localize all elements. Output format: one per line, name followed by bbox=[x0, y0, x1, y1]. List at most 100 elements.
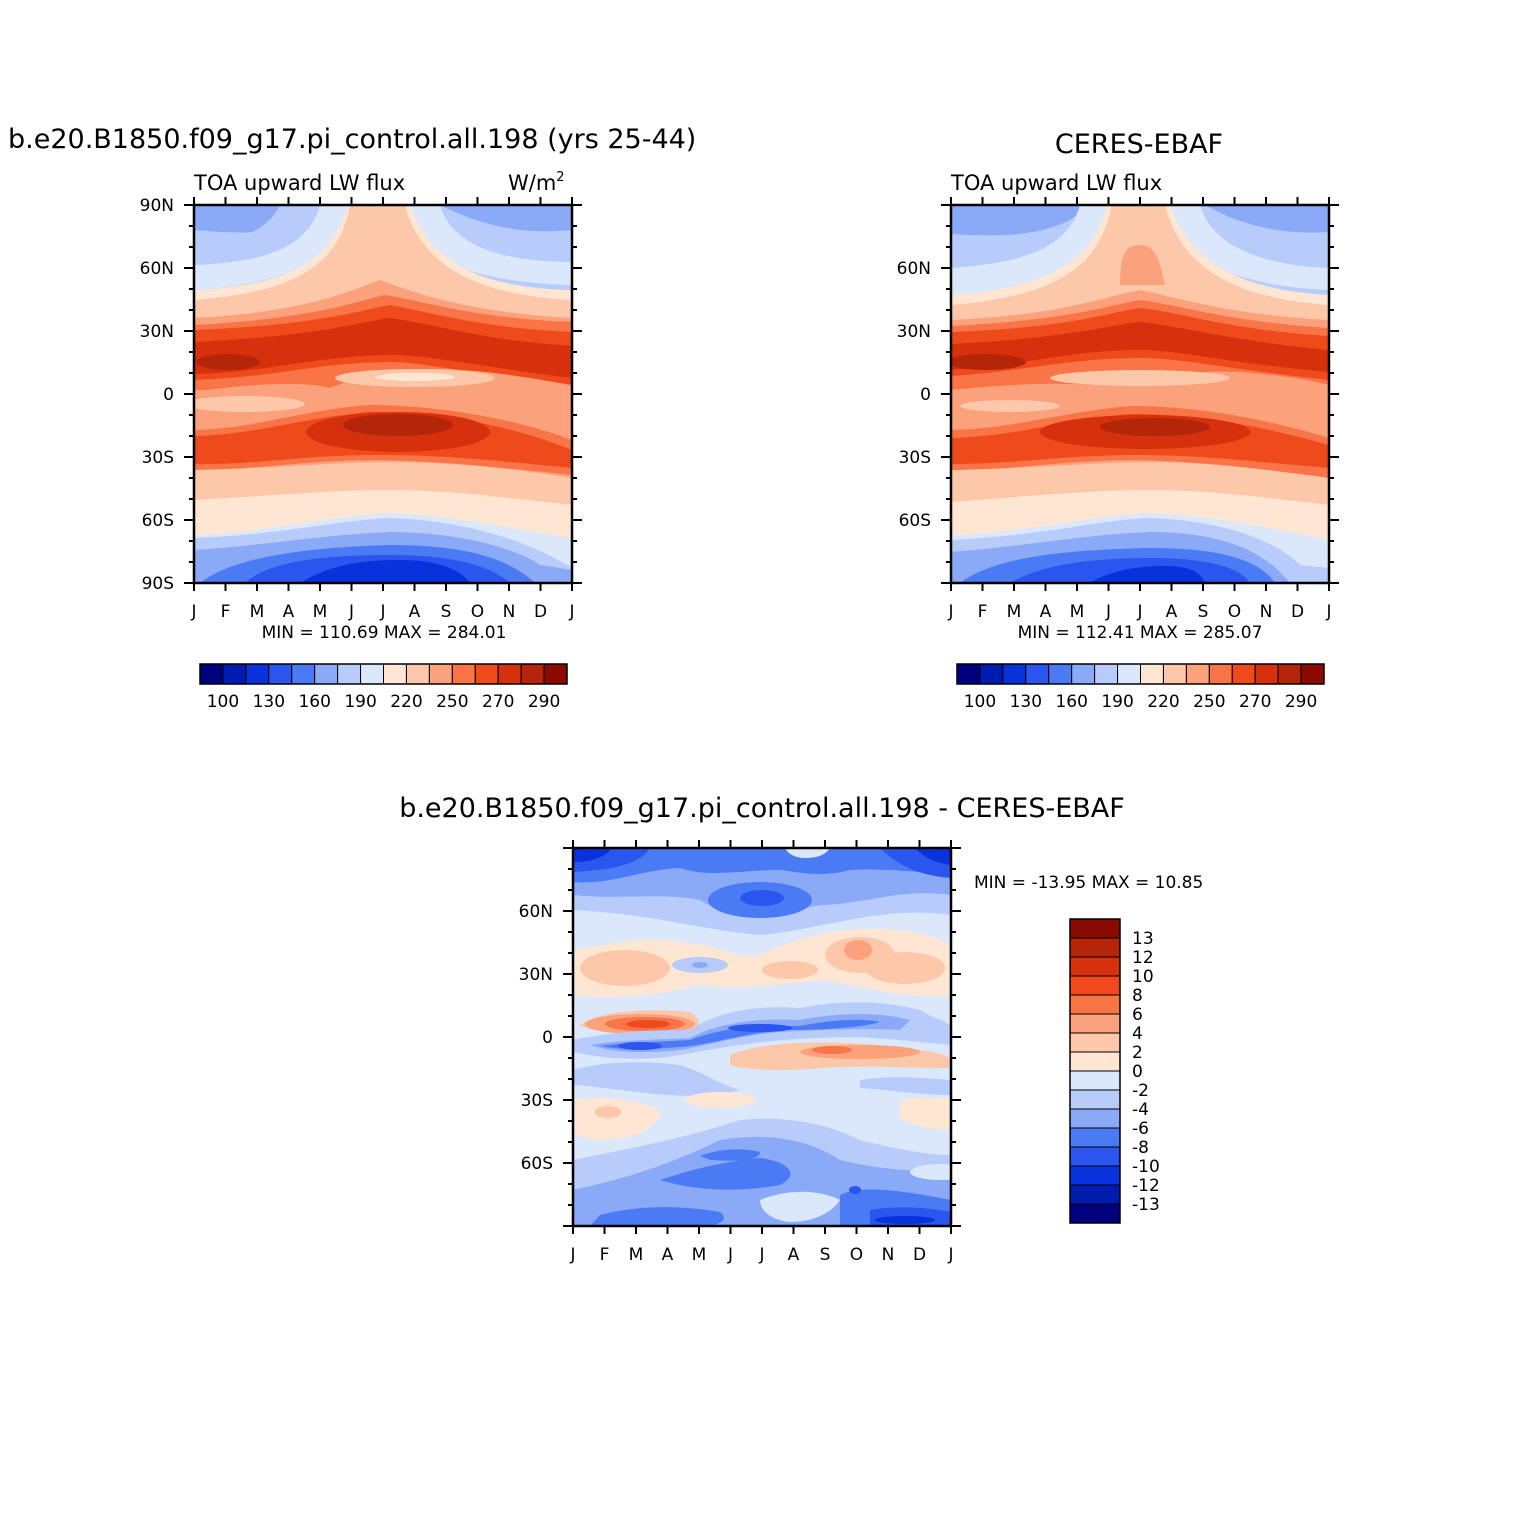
colorbar-swatch bbox=[1069, 1032, 1121, 1053]
colorbar-swatch bbox=[1069, 1146, 1121, 1167]
x-tick-label: J bbox=[1325, 602, 1331, 622]
colorbar-label: -4 bbox=[1132, 1100, 1149, 1120]
x-tick-label: A bbox=[788, 1245, 800, 1265]
x-tick-label: J bbox=[1136, 602, 1142, 622]
x-tick-label: O bbox=[850, 1245, 863, 1265]
colorbar-label: -13 bbox=[1132, 1195, 1160, 1215]
y-tick-label: 0 bbox=[163, 385, 174, 405]
x-tick-label: A bbox=[662, 1245, 674, 1265]
y-tick-label: 90S bbox=[142, 574, 174, 594]
colorbar-swatch bbox=[1069, 1108, 1121, 1129]
x-tick-label: J bbox=[727, 1245, 733, 1265]
colorbar-label: 2 bbox=[1132, 1043, 1143, 1063]
colorbar-swatch bbox=[1277, 663, 1302, 685]
panel-diff-stats: MIN = -13.95 MAX = 10.85 bbox=[974, 873, 1203, 893]
colorbar-swatch bbox=[1069, 1013, 1121, 1034]
panel-diff: b.e20.B1850.f09_g17.pi_control.all.198 -… bbox=[399, 793, 1203, 1265]
colorbar-frame bbox=[199, 663, 568, 685]
colorbar-label: 100 bbox=[207, 692, 239, 712]
panel-obs-colorbar: 100 130 160 190 220 250 270 290 bbox=[956, 663, 1325, 712]
colorbar-swatch bbox=[1140, 663, 1164, 685]
colorbar-swatch bbox=[428, 663, 453, 685]
x-tick-label: N bbox=[882, 1245, 895, 1265]
x-tick-label: O bbox=[1228, 602, 1241, 622]
colorbar-swatch bbox=[543, 663, 568, 685]
colorbar-swatch bbox=[199, 663, 224, 685]
colorbar-swatch bbox=[1069, 1203, 1121, 1224]
colorbar-swatch bbox=[451, 663, 476, 685]
colorbar-label: 190 bbox=[1101, 692, 1133, 712]
colorbar-label: 220 bbox=[1147, 692, 1179, 712]
colorbar-swatch bbox=[474, 663, 499, 685]
colorbar-label: 290 bbox=[1285, 692, 1317, 712]
colorbar-swatch bbox=[1002, 663, 1027, 685]
colorbar-swatch bbox=[1069, 1165, 1121, 1186]
x-tick-label: J bbox=[758, 1245, 764, 1265]
colorbar-label: -6 bbox=[1132, 1119, 1149, 1139]
y-tick-label: 60S bbox=[521, 1154, 553, 1174]
colorbar-label: -12 bbox=[1132, 1176, 1160, 1196]
colorbar-swatch bbox=[1071, 663, 1096, 685]
x-tick-label: J bbox=[569, 1245, 575, 1265]
x-tick-label: N bbox=[503, 602, 516, 622]
colorbar-swatch bbox=[1231, 663, 1256, 685]
panel-obs-title: CERES-EBAF bbox=[1055, 129, 1223, 160]
x-tick-label: J bbox=[190, 602, 196, 622]
colorbar-swatch bbox=[222, 663, 247, 685]
x-tick-label: M bbox=[692, 1245, 707, 1265]
colorbar-label: 13 bbox=[1132, 929, 1154, 949]
x-tick-label: J bbox=[1105, 602, 1111, 622]
colorbar-label: 130 bbox=[253, 692, 285, 712]
panel-obs: CERES-EBAF TOA upward LW flux bbox=[897, 129, 1339, 712]
y-tick-label: 60S bbox=[899, 511, 931, 531]
panel-obs-subtitle: TOA upward LW flux bbox=[950, 171, 1162, 195]
units-exponent: 2 bbox=[556, 170, 564, 185]
y-tick-label: 0 bbox=[920, 385, 931, 405]
x-tick-label: J bbox=[947, 602, 953, 622]
x-tick-label: S bbox=[441, 602, 452, 622]
y-tick-label: 30N bbox=[519, 965, 553, 985]
colorbar-swatch bbox=[314, 663, 339, 685]
panel-model-subtitle: TOA upward LW flux bbox=[193, 171, 405, 195]
x-tick-label: J bbox=[379, 602, 385, 622]
colorbar-swatch bbox=[268, 663, 293, 685]
y-tick-label: 30S bbox=[142, 448, 174, 468]
x-tick-label: F bbox=[221, 602, 231, 622]
colorbar-swatch bbox=[1208, 663, 1233, 685]
colorbar-swatch bbox=[1185, 663, 1210, 685]
colorbar-swatch bbox=[337, 663, 362, 685]
x-tick-label: S bbox=[1198, 602, 1209, 622]
colorbar-label: 8 bbox=[1132, 986, 1143, 1006]
colorbar-swatch bbox=[1069, 918, 1121, 939]
panel-diff-field bbox=[573, 848, 951, 1226]
y-tick-label: 90N bbox=[140, 196, 174, 216]
colorbar-label: 6 bbox=[1132, 1005, 1143, 1025]
x-tick-label: M bbox=[250, 602, 265, 622]
x-tick-label: M bbox=[629, 1245, 644, 1265]
colorbar-swatch bbox=[1069, 937, 1121, 958]
colorbar-label: 250 bbox=[436, 692, 468, 712]
colorbar-swatch bbox=[1069, 1051, 1121, 1072]
colorbar-swatch bbox=[497, 663, 522, 685]
x-tick-label: J bbox=[568, 602, 574, 622]
colorbar-label: 290 bbox=[528, 692, 560, 712]
colorbar-swatch bbox=[360, 663, 384, 685]
colorbar-label: 270 bbox=[482, 692, 514, 712]
colorbar-label: 270 bbox=[1239, 692, 1271, 712]
panel-obs-field bbox=[951, 205, 1329, 583]
y-tick-label: 60N bbox=[140, 259, 174, 279]
colorbar-label: 190 bbox=[344, 692, 376, 712]
panel-model-title: b.e20.B1850.f09_g17.pi_control.all.198 (… bbox=[8, 124, 696, 155]
colorbar-swatch bbox=[979, 663, 1004, 685]
x-tick-label: O bbox=[471, 602, 484, 622]
panel-obs-stats: MIN = 112.41 MAX = 285.07 bbox=[1018, 623, 1263, 643]
units-base: W/m bbox=[508, 171, 556, 195]
y-tick-label: 30N bbox=[897, 322, 931, 342]
colorbar-swatch bbox=[1069, 994, 1121, 1015]
colorbar-label: 0 bbox=[1132, 1062, 1143, 1082]
x-tick-label: S bbox=[820, 1245, 831, 1265]
colorbar-label: -8 bbox=[1132, 1138, 1149, 1158]
